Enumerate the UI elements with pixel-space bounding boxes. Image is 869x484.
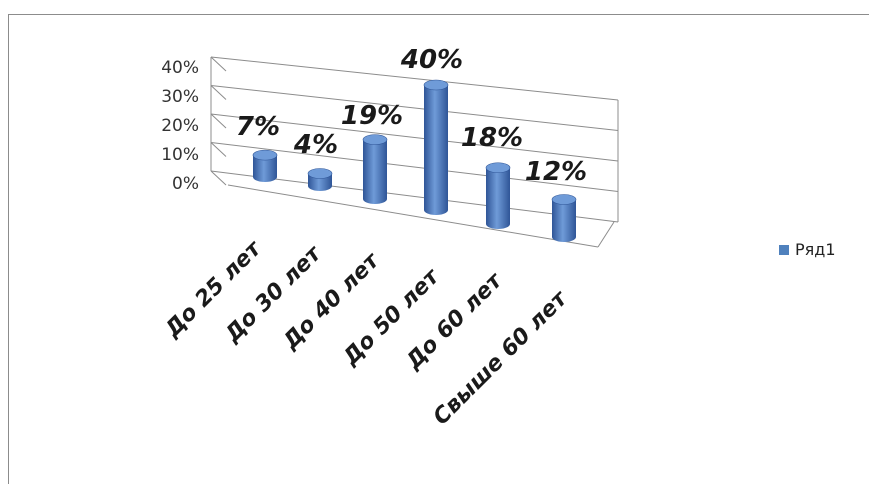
data-label: 18% bbox=[461, 123, 523, 153]
side-gridline bbox=[210, 85, 227, 100]
gridline bbox=[210, 170, 619, 223]
floor-front-edge bbox=[227, 184, 599, 248]
side-gridline bbox=[210, 142, 227, 157]
bar-top bbox=[252, 149, 278, 161]
legend-swatch bbox=[779, 244, 789, 255]
bar bbox=[486, 167, 510, 229]
bar-top bbox=[307, 168, 333, 179]
y-axis-tick-labels: 0% 10% 20% 30% 40% bbox=[161, 58, 199, 194]
y-tick-label: 20% bbox=[161, 116, 199, 136]
bar-top bbox=[423, 79, 449, 91]
gridline bbox=[210, 56, 619, 101]
data-label: 40% bbox=[400, 45, 463, 75]
side-gridline bbox=[210, 113, 227, 129]
bar bbox=[363, 139, 387, 204]
data-label: 4% bbox=[293, 130, 338, 160]
floor-right-edge bbox=[597, 221, 615, 248]
side-gridline bbox=[210, 170, 227, 186]
bar bbox=[253, 155, 277, 182]
gridline bbox=[210, 113, 619, 162]
side-gridline bbox=[210, 56, 227, 72]
legend: Ряд1 bbox=[779, 240, 836, 259]
bar bbox=[552, 199, 576, 242]
gridline bbox=[210, 85, 619, 132]
y-tick-label: 30% bbox=[161, 87, 199, 107]
chart-bars bbox=[252, 79, 577, 242]
gridline bbox=[210, 142, 619, 193]
data-label: 12% bbox=[525, 157, 587, 187]
chart-frame bbox=[8, 14, 869, 484]
data-labels: 7% 4%19% 40% 18%12% bbox=[236, 45, 587, 187]
bar-top bbox=[551, 194, 577, 205]
chart-walls bbox=[210, 56, 619, 248]
data-label: 19% bbox=[341, 101, 403, 131]
legend-label: Ряд1 bbox=[795, 240, 836, 259]
y-tick-label: 40% bbox=[161, 58, 199, 78]
bar bbox=[424, 85, 448, 215]
y-tick-label: 0% bbox=[172, 174, 199, 194]
bar-top bbox=[485, 162, 511, 174]
data-label: 7% bbox=[236, 112, 280, 142]
bar-top bbox=[362, 134, 388, 145]
y-tick-label: 10% bbox=[161, 145, 199, 165]
